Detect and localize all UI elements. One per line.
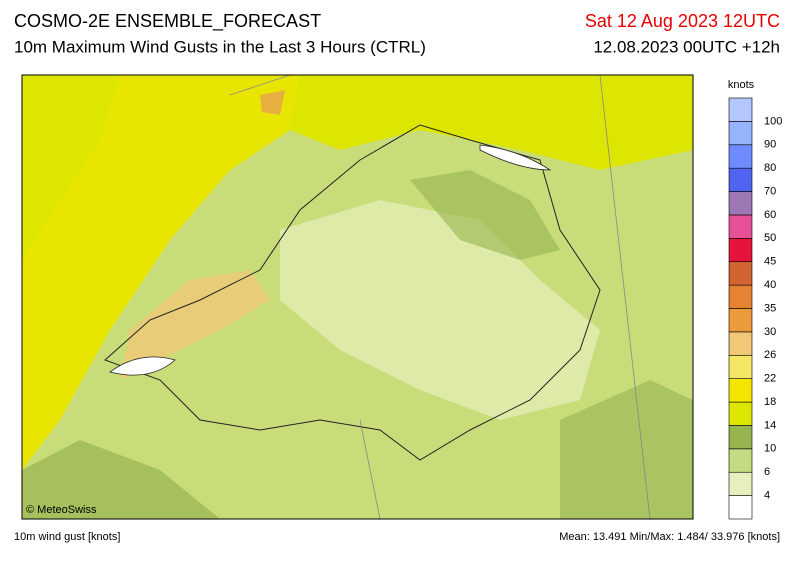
colorbar-box <box>728 471 753 496</box>
colorbar-box <box>728 448 753 473</box>
grid-line <box>229 74 651 520</box>
map-patch <box>22 75 300 470</box>
footer-left: 10m wind gust [knots] <box>14 531 120 543</box>
map-patch <box>280 200 600 420</box>
colorbar-label: 4 <box>764 490 770 502</box>
map-patch <box>22 440 220 519</box>
colorbar-box <box>728 214 753 239</box>
colorbar-label: 35 <box>764 302 776 314</box>
colorbar-box <box>728 191 753 216</box>
colorbar-label: 90 <box>764 139 776 151</box>
colorbar-box <box>728 121 753 146</box>
lake <box>109 356 176 376</box>
colorbar-unit: knots <box>728 79 755 91</box>
copyright: © MeteoSwiss <box>26 504 97 516</box>
colorbar-box <box>728 308 753 333</box>
colorbar-box <box>728 238 753 263</box>
map-patch <box>560 380 693 519</box>
map-patch <box>120 270 270 380</box>
colorbar-label: 60 <box>764 209 776 221</box>
colorbar-box <box>728 167 753 192</box>
map-patch <box>410 170 560 260</box>
border <box>104 124 601 461</box>
colorbar-box <box>728 401 753 426</box>
colorbar-label: 80 <box>764 162 776 174</box>
lake <box>479 144 552 171</box>
colorbar-box <box>728 284 753 309</box>
footer-right: Mean: 13.491 Min/Max: 1.484/ 33.976 [kno… <box>559 531 780 543</box>
colorbar-label: 10 <box>764 443 776 455</box>
colorbar-label: 14 <box>764 419 776 431</box>
colorbar-label: 30 <box>764 326 776 338</box>
map-patch <box>290 75 693 170</box>
colorbar-label: 18 <box>764 396 776 408</box>
map-patch <box>260 90 285 115</box>
map: © MeteoSwiss <box>21 74 694 520</box>
run-time: 12.08.2023 00UTC +12h <box>593 37 780 56</box>
colorbar-label: 100 <box>764 115 782 127</box>
colorbar-box <box>728 495 753 520</box>
colorbar: knots 4 6 10 14 18 22 26 30 35 40 45 50 60 70 80 90 100 <box>728 79 782 520</box>
map-frame <box>21 74 694 520</box>
colorbar-box <box>728 354 753 379</box>
colorbar-box <box>728 331 753 356</box>
map-patch <box>22 75 120 260</box>
colorbar-box <box>728 144 753 169</box>
colorbar-label: 6 <box>764 466 770 478</box>
colorbar-box <box>728 261 753 286</box>
colorbar-label: 50 <box>764 232 776 244</box>
colorbar-box <box>728 378 753 403</box>
colorbar-label: 26 <box>764 349 776 361</box>
valid-time: Sat 12 Aug 2023 12UTC <box>585 11 780 31</box>
colorbar-box <box>728 425 753 450</box>
colorbar-label: 45 <box>764 256 776 268</box>
title: COSMO-2E ENSEMBLE_FORECAST <box>14 11 321 32</box>
colorbar-label: 70 <box>764 185 776 197</box>
colorbar-label: 40 <box>764 279 776 291</box>
subtitle: 10m Maximum Wind Gusts in the Last 3 Hou… <box>14 37 426 56</box>
colorbar-box <box>728 97 753 122</box>
colorbar-label: 22 <box>764 373 776 385</box>
